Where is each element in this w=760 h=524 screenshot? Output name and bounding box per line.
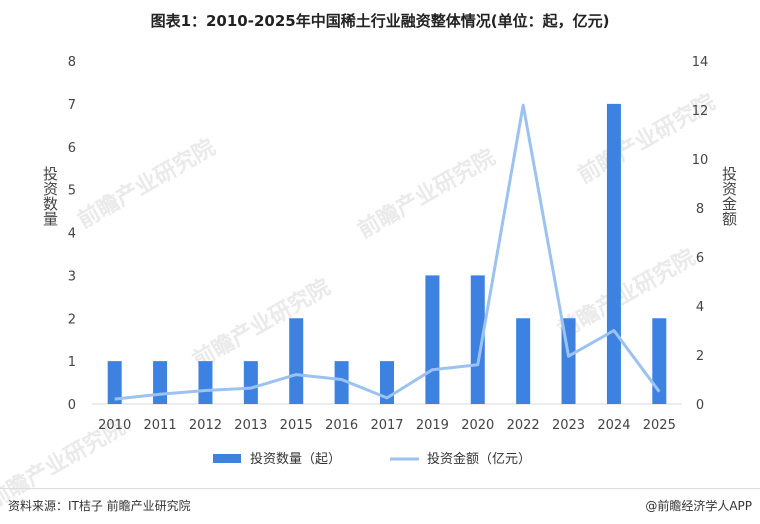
legend-label-bar: 投资数量（起）: [250, 451, 341, 467]
footer-divider: [0, 488, 760, 489]
left-axis-tick-label: 5: [68, 184, 76, 199]
x-axis-tick-label: 2010: [98, 418, 131, 433]
x-axis-tick-label: 2023: [552, 418, 585, 433]
y2-axis-label: 投资金额: [720, 166, 738, 226]
x-axis-tick-label: 2012: [189, 418, 222, 433]
left-axis-tick-label: 1: [68, 355, 76, 370]
legend-label-line: 投资金额（亿元）: [427, 451, 531, 467]
source-note: 资料来源：IT桔子 前瞻产业研究院: [8, 499, 191, 513]
right-axis-tick-label: 4: [696, 300, 704, 315]
x-axis-tick-label: 2025: [643, 418, 676, 433]
left-axis-ticks: 0 1 2 3 4 5 6 7 8: [68, 55, 76, 413]
bar: [380, 361, 394, 404]
line-series: [114, 103, 661, 401]
left-axis-tick-label: 8: [68, 55, 76, 70]
right-axis-tick-label: 14: [692, 55, 709, 70]
credit-note: @前瞻经济学人APP: [645, 499, 752, 513]
x-axis-tick-label: 2015: [280, 418, 313, 433]
left-axis-tick-label: 6: [68, 141, 76, 156]
bar: [652, 318, 667, 404]
x-axis-tick-label: 2019: [416, 418, 449, 433]
left-axis-tick-label: 2: [68, 312, 76, 327]
bar: [606, 103, 621, 404]
right-axis-tick-label: 6: [696, 251, 704, 266]
right-axis-ticks: 0 2 4 6 8 10 12 14: [692, 55, 709, 413]
chart-title: 图表1：2010-2025年中国稀土行业融资整体情况(单位：起，亿元): [150, 12, 610, 30]
legend: 投资数量（起） 投资金额（亿元）: [213, 451, 531, 467]
left-axis-tick-label: 0: [68, 398, 76, 413]
left-axis-tick-label: 4: [68, 227, 76, 242]
left-axis-tick-label: 7: [68, 98, 76, 113]
watermark-text: 前瞻产业研究院: [188, 274, 334, 374]
watermark-text: 前瞻产业研究院: [353, 144, 499, 244]
bar: [243, 361, 258, 404]
left-axis-tick-label: 3: [68, 269, 76, 284]
right-axis-tick-label: 8: [696, 202, 704, 217]
bar: [107, 361, 122, 404]
watermark-text: 前瞻产业研究院: [73, 134, 219, 234]
x-axis-ticks: 2010 2011 2012 2013 2015 2016 2017 2019 2020 2022…: [98, 418, 676, 433]
right-axis-tick-label: 10: [692, 153, 709, 168]
y-axis-label: 投资数量: [41, 166, 59, 226]
right-axis-tick-label: 2: [696, 349, 704, 364]
series-line: [114, 103, 661, 401]
bar: [516, 318, 531, 404]
right-axis-tick-label: 0: [696, 398, 704, 413]
bar: [198, 361, 213, 404]
x-axis-tick-label: 2024: [597, 418, 630, 433]
x-axis-tick-label: 2017: [370, 418, 403, 433]
right-axis-tick-label: 12: [692, 104, 709, 119]
x-axis-tick-label: 2020: [461, 418, 494, 433]
bar: [425, 275, 440, 404]
x-axis-tick-label: 2022: [507, 418, 540, 433]
bar: [334, 361, 349, 404]
x-axis-tick-label: 2013: [234, 418, 267, 433]
axis-labels: 投资数量 投资金额: [41, 166, 738, 226]
x-axis-tick-label: 2011: [144, 418, 177, 433]
x-axis-tick-label: 2016: [325, 418, 358, 433]
bar: [289, 318, 304, 404]
bar: [470, 275, 485, 404]
bar: [153, 361, 168, 404]
legend-swatch-bar: [213, 454, 241, 463]
